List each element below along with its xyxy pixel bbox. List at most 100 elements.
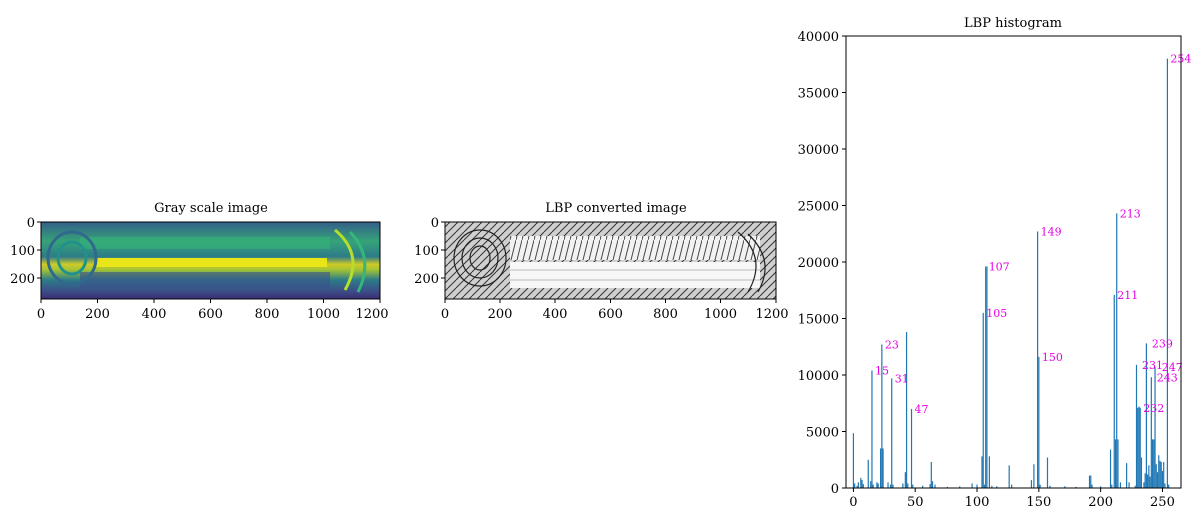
lbp-image-x-axis: 0 200 400 600 800 1000 1200 bbox=[441, 299, 789, 322]
histogram-bar bbox=[902, 483, 903, 488]
y-tick-label: 10000 bbox=[798, 369, 839, 384]
histogram-bar bbox=[1038, 357, 1039, 488]
bin-annotation: 47 bbox=[915, 403, 929, 416]
x-tick-label: 600 bbox=[598, 307, 623, 322]
histogram-bar bbox=[868, 460, 869, 488]
histogram-bar bbox=[1151, 377, 1152, 488]
histogram-bar bbox=[1156, 464, 1157, 488]
histogram-bar bbox=[911, 409, 912, 488]
histogram-bar bbox=[976, 485, 977, 488]
bin-annotation: 243 bbox=[1157, 371, 1178, 384]
histogram-bar bbox=[876, 482, 877, 488]
histogram-bar bbox=[1039, 485, 1040, 488]
x-tick-label: 800 bbox=[255, 307, 280, 322]
lbp-converted-image bbox=[445, 222, 776, 299]
histogram-bar bbox=[891, 378, 892, 488]
histogram-bar bbox=[1161, 462, 1162, 488]
histogram-bar bbox=[934, 485, 935, 488]
lbp-histogram-panel: LBP histogram 25421314910721110523 239150… bbox=[798, 16, 1192, 510]
histogram-bar bbox=[912, 485, 913, 488]
histogram-bar bbox=[878, 483, 879, 488]
histogram-bar bbox=[860, 478, 861, 488]
histogram-bar bbox=[984, 485, 985, 488]
bin-annotation: 213 bbox=[1120, 207, 1141, 220]
histogram-bar bbox=[1168, 485, 1169, 488]
bin-annotation: 107 bbox=[989, 261, 1010, 274]
histogram-bar bbox=[905, 472, 906, 488]
histogram-bar bbox=[1111, 485, 1112, 488]
y-tick-label: 15000 bbox=[798, 313, 839, 328]
x-tick-label: 0 bbox=[441, 307, 449, 322]
y-tick-label: 25000 bbox=[798, 200, 839, 215]
x-tick-label: 600 bbox=[198, 307, 223, 322]
histogram-bar bbox=[1126, 463, 1127, 488]
x-tick-label: 1200 bbox=[355, 307, 388, 322]
gray-scale-y-axis: 0 100 200 bbox=[10, 216, 41, 287]
histogram-bar bbox=[1115, 439, 1116, 488]
x-tick-label: 150 bbox=[1026, 495, 1051, 510]
histogram-bar bbox=[985, 267, 986, 488]
histogram-bars bbox=[853, 59, 1169, 488]
histogram-bar bbox=[1137, 408, 1138, 488]
histogram-bar bbox=[929, 484, 930, 488]
histogram-bar bbox=[1140, 408, 1141, 488]
y-tick-label: 0 bbox=[831, 482, 839, 497]
histogram-bar bbox=[931, 462, 932, 488]
bin-annotation: 105 bbox=[986, 307, 1007, 320]
y-tick-label: 40000 bbox=[798, 30, 839, 45]
bin-annotation: 231 bbox=[1142, 359, 1163, 372]
histogram-bar bbox=[861, 480, 862, 488]
x-tick-label: 50 bbox=[907, 495, 924, 510]
histogram-bar bbox=[1047, 457, 1048, 488]
bin-annotation: 23 bbox=[885, 338, 899, 351]
histogram-bar bbox=[1153, 439, 1154, 488]
histogram-bar bbox=[1154, 367, 1155, 488]
histogram-bar bbox=[870, 481, 871, 488]
histogram-bar bbox=[863, 484, 864, 488]
histogram-bar bbox=[981, 456, 982, 488]
y-tick-label: 100 bbox=[414, 244, 439, 259]
x-tick-label: 100 bbox=[965, 495, 990, 510]
histogram-x-axis: 0 50 100 150 200 250 bbox=[849, 488, 1175, 510]
y-tick-label: 30000 bbox=[798, 143, 839, 158]
histogram-bar bbox=[892, 485, 893, 488]
histogram-bar bbox=[1089, 476, 1090, 488]
bin-annotation: 31 bbox=[895, 372, 909, 385]
x-tick-label: 200 bbox=[85, 307, 110, 322]
x-tick-label: 200 bbox=[1088, 495, 1113, 510]
y-tick-label: 0 bbox=[431, 216, 439, 231]
histogram-bar bbox=[871, 370, 872, 488]
histogram-bar bbox=[1148, 465, 1149, 488]
histogram-bar bbox=[906, 332, 907, 488]
histogram-bar bbox=[1150, 477, 1151, 488]
x-tick-label: 1000 bbox=[307, 307, 340, 322]
histogram-bar bbox=[1163, 462, 1164, 488]
histogram-bar bbox=[858, 482, 859, 488]
histogram-bar bbox=[1141, 457, 1142, 488]
x-tick-label: 400 bbox=[543, 307, 568, 322]
lbp-image-title: LBP converted image bbox=[545, 201, 687, 216]
bin-annotation: 149 bbox=[1041, 225, 1062, 238]
histogram-bar bbox=[1037, 231, 1038, 488]
histogram-bar bbox=[1128, 482, 1129, 488]
histogram-bar bbox=[880, 448, 881, 488]
histogram-title: LBP histogram bbox=[964, 16, 1062, 31]
y-tick-label: 200 bbox=[414, 272, 439, 287]
x-tick-label: 200 bbox=[488, 307, 513, 322]
bin-annotation: 232 bbox=[1143, 402, 1164, 415]
histogram-bar bbox=[1136, 365, 1137, 488]
histogram-bar bbox=[1031, 480, 1032, 488]
histogram-bar bbox=[1117, 439, 1118, 488]
histogram-bar bbox=[971, 483, 972, 488]
gray-scale-image bbox=[41, 222, 380, 299]
histogram-bar bbox=[1090, 476, 1091, 488]
x-tick-label: 250 bbox=[1150, 495, 1175, 510]
x-tick-label: 400 bbox=[142, 307, 167, 322]
x-tick-label: 0 bbox=[37, 307, 45, 322]
x-tick-label: 1200 bbox=[755, 307, 788, 322]
histogram-bar bbox=[1120, 482, 1121, 488]
histogram-bar bbox=[1159, 461, 1160, 488]
histogram-bar bbox=[983, 313, 984, 488]
y-tick-label: 100 bbox=[10, 244, 35, 259]
